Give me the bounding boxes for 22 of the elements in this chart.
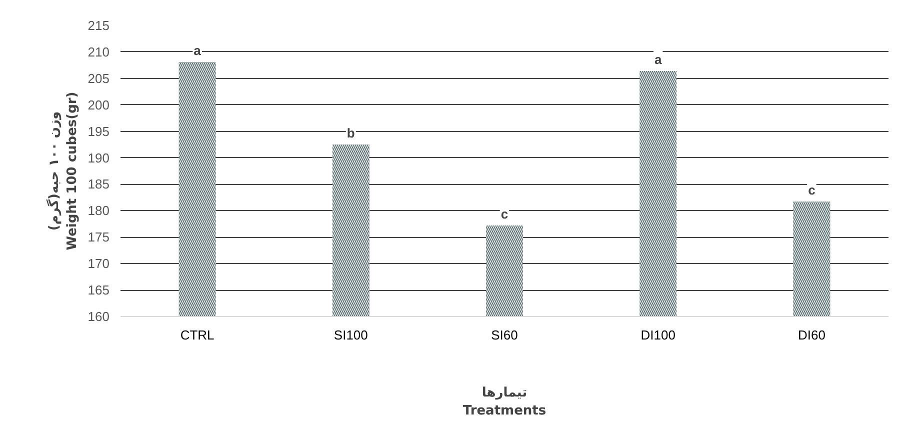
y-tick-label: 190	[88, 150, 110, 166]
y-tick-label: 195	[88, 124, 110, 139]
annotation: c	[500, 206, 508, 222]
y-tick-label: 180	[88, 203, 110, 218]
x-tick-label: DI60	[798, 328, 826, 342]
y-tick-label: 215	[88, 18, 110, 33]
x-tick-label: SI60	[491, 328, 518, 342]
y-tick-label: 175	[88, 230, 110, 245]
x-tick-label: CTRL	[180, 328, 214, 342]
y-tick-label: 165	[88, 282, 110, 298]
x-tick-label: SI100	[334, 328, 368, 342]
y-tick-label: 200	[88, 97, 110, 112]
y-tick-label: 210	[88, 44, 110, 60]
annotation: b	[346, 126, 355, 141]
y-tick-label: 160	[88, 309, 110, 324]
annotation: a	[194, 43, 202, 58]
annotation: a	[654, 52, 662, 67]
x-tick-label: DI100	[640, 328, 676, 342]
annotation: c	[808, 182, 816, 198]
y-tick-label: 170	[88, 256, 110, 272]
y-tick-label: 205	[88, 70, 110, 86]
y-tick-label: 185	[88, 176, 110, 192]
